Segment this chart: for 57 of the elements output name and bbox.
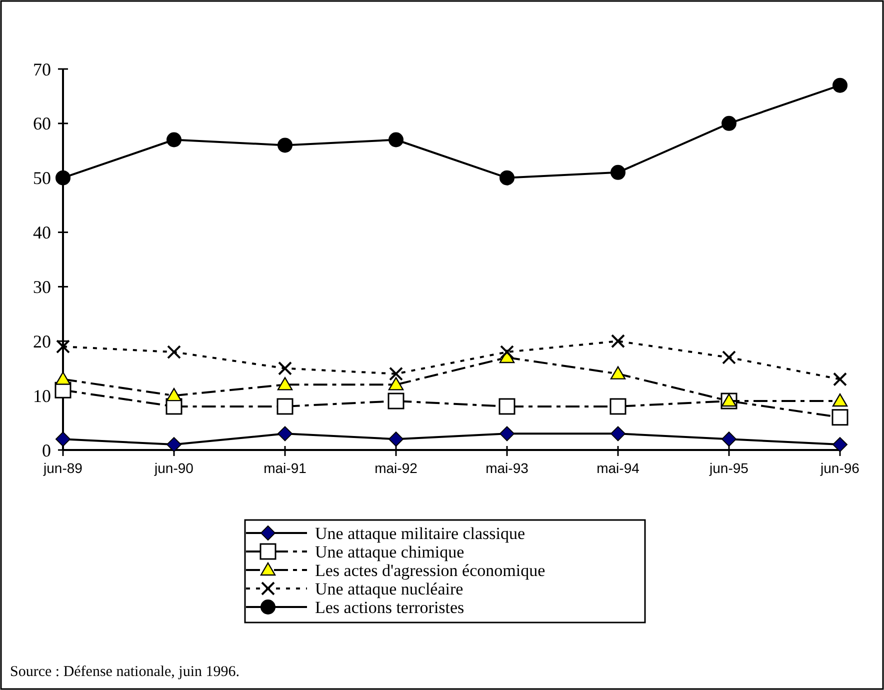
- point: [166, 388, 182, 402]
- point: [722, 432, 736, 447]
- point: [166, 437, 182, 452]
- x-tick-label: mai-91: [264, 460, 307, 476]
- point: [832, 409, 848, 426]
- point: [56, 432, 70, 447]
- legend-label: Une attaque chimique: [315, 542, 464, 562]
- y-tick-label: 70: [33, 59, 51, 80]
- legend-label: Les actions terroristes: [315, 598, 464, 617]
- point: [278, 361, 292, 376]
- point: [500, 170, 514, 186]
- point: [276, 398, 294, 415]
- source-note: Source : Défense nationale, juin 1996.: [10, 664, 240, 680]
- point: [55, 372, 71, 385]
- legend-label: Une attaque nucléaire: [315, 579, 464, 598]
- point: [388, 377, 404, 390]
- point: [832, 437, 848, 452]
- point: [610, 366, 626, 380]
- point: [388, 132, 404, 148]
- x-tick-label: mai-93: [486, 460, 529, 476]
- x-tick-label: jun-95: [708, 460, 749, 476]
- x-tick-label: jun-90: [154, 460, 194, 476]
- point: [388, 432, 404, 447]
- point: [277, 377, 293, 390]
- point: [832, 78, 848, 93]
- y-tick-label: 0: [42, 440, 51, 460]
- point: [56, 170, 70, 186]
- y-tick-label: 40: [33, 222, 51, 243]
- point: [500, 345, 514, 360]
- point: [832, 393, 848, 407]
- point: [722, 116, 736, 131]
- y-tick-label: 30: [33, 277, 51, 298]
- point: [498, 398, 516, 415]
- point: [278, 138, 292, 153]
- y-tick-label: 50: [33, 168, 51, 188]
- point: [722, 350, 736, 364]
- point: [611, 334, 625, 348]
- point: [610, 398, 626, 415]
- point: [166, 132, 182, 148]
- y-tick-label: 60: [33, 114, 51, 134]
- x-tick-label: jun-96: [820, 460, 860, 476]
- point: [500, 426, 514, 442]
- legend-label: Une attaque militaire classique: [315, 524, 526, 543]
- point: [388, 392, 404, 410]
- point: [56, 340, 70, 354]
- point: [278, 426, 292, 442]
- x-tick-label: mai-92: [374, 460, 418, 476]
- x-tick-label: jun-89: [42, 460, 83, 476]
- legend-label: Les actes d'agression économique: [315, 560, 546, 580]
- y-tick-label: 20: [33, 331, 51, 352]
- x-tick-label: mai-94: [596, 460, 640, 476]
- point: [610, 426, 626, 442]
- point: [167, 345, 181, 360]
- point: [389, 366, 403, 381]
- point: [610, 164, 626, 180]
- y-tick-label: 10: [33, 386, 51, 406]
- point: [833, 372, 847, 386]
